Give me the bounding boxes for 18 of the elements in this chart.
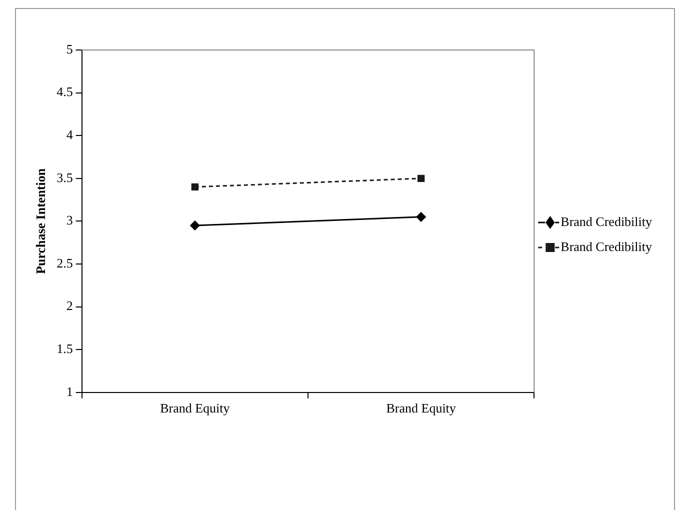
y-tick-label: 4.5 [56,84,73,100]
legend-label: Brand Credibility [560,214,652,229]
point [191,183,199,191]
legend-label: Brand Credibility [560,238,652,254]
x-tick-label: Brand Equity [386,400,456,416]
point [190,220,200,230]
y-tick-label: 2 [66,298,73,314]
y-tick-label: 2.5 [56,255,73,270]
x-tick-label: Brand Equity [160,400,230,416]
y-tick-label: 3 [66,212,73,228]
point [417,174,425,182]
y-tick-label: 4 [66,127,74,142]
y-tick-label: 3.5 [56,170,73,185]
y-tick-label: 1 [66,384,73,399]
point [416,212,426,222]
y-axis-title: Purchase Intention [33,168,48,274]
y-tick-label: 5 [66,41,73,56]
y-tick-label: 1.5 [56,341,73,356]
